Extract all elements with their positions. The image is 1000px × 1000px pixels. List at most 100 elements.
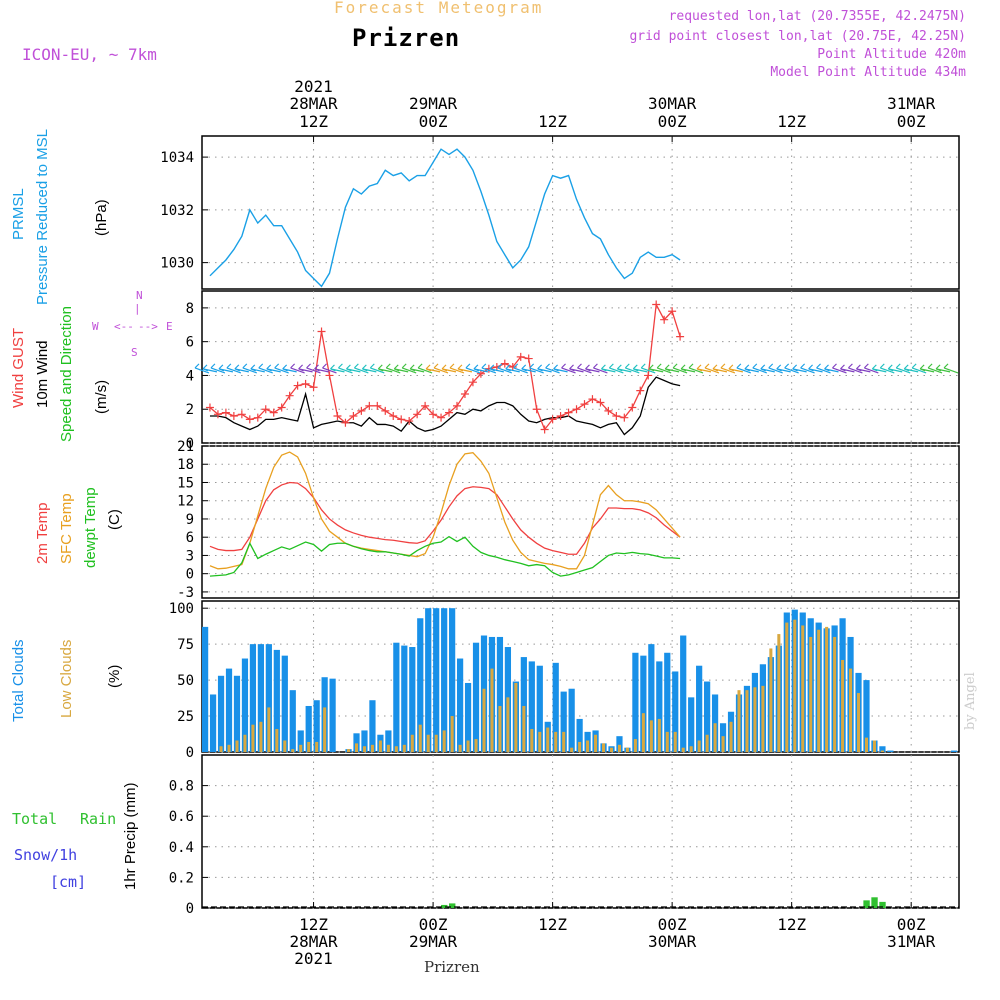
- gust-marker: [341, 418, 350, 427]
- y-tick-label: 2: [186, 402, 194, 418]
- wind-direction-arrow: [935, 364, 951, 373]
- y-tick-label: 15: [177, 475, 194, 491]
- gust-marker: [413, 410, 422, 419]
- model-label: ICON-EU, ~ 7km: [22, 45, 157, 64]
- low-cloud-bar: [880, 750, 884, 752]
- wind-direction-arrow: [911, 363, 927, 374]
- wind-direction-arrow: [449, 363, 465, 374]
- wind-direction-arrow: [338, 363, 353, 374]
- low-cloud-bar: [522, 705, 526, 752]
- gust-marker: [460, 390, 469, 399]
- wind-direction-arrow: [640, 363, 656, 374]
- label-dewpt-temp: dewpt Temp: [82, 487, 99, 568]
- wind-direction-arrow: [600, 364, 616, 373]
- total-cloud-bar: [464, 682, 472, 752]
- gust-marker: [476, 369, 485, 378]
- x-year-label: 2021: [294, 949, 333, 968]
- gust-marker: [333, 411, 342, 420]
- x-date-label: 28MAR: [289, 94, 338, 113]
- gust-marker: [349, 411, 358, 420]
- wind-direction-arrow: [385, 363, 401, 374]
- wind-direction-arrow: [832, 363, 847, 374]
- low-cloud-bar: [729, 721, 733, 752]
- wind-direction-arrow: [250, 364, 265, 373]
- wind-direction-arrow: [441, 364, 457, 373]
- wind-direction-arrow: [322, 363, 337, 374]
- low-cloud-bar: [841, 659, 845, 752]
- x-time-label: 12Z: [299, 112, 328, 131]
- wind-direction-arrow: [377, 364, 393, 373]
- wind-direction-arrow: [656, 363, 672, 374]
- wind-direction-arrow: [863, 363, 879, 374]
- wind-direction-arrow: [895, 363, 911, 374]
- gust-marker: [540, 425, 549, 434]
- wind-direction-arrow: [409, 364, 425, 373]
- wind-direction-arrow: [744, 364, 759, 373]
- low-cloud-bar: [386, 744, 390, 752]
- low-cloud-bar: [625, 747, 629, 752]
- total-cloud-bar: [393, 642, 400, 752]
- wind-direction-arrow: [274, 363, 289, 374]
- label-prmsl: PRMSL: [10, 188, 27, 240]
- wind-direction-arrow: [521, 364, 536, 373]
- x-time-label: 00Z: [658, 112, 687, 131]
- x-year-label: 2021: [294, 77, 333, 96]
- gust-marker: [660, 315, 669, 324]
- wind-direction-arrow: [266, 364, 281, 373]
- low-cloud-bar: [785, 622, 789, 752]
- total-cloud-bar: [472, 642, 480, 752]
- low-cloud-bar: [259, 721, 263, 752]
- low-cloud-bar: [466, 740, 470, 752]
- low-cloud-bar: [530, 728, 534, 752]
- wind-direction-arrow: [760, 364, 775, 373]
- total-cloud-bar: [273, 649, 280, 752]
- low-cloud-bar: [410, 734, 414, 752]
- total-cloud-bar: [265, 644, 272, 752]
- wind-direction-arrow: [648, 364, 664, 373]
- x-time-label: 00Z: [419, 915, 448, 934]
- y-tick-label: 75: [177, 637, 194, 653]
- gust-marker: [468, 378, 477, 387]
- label-low-clouds: Low Clouds: [58, 640, 75, 718]
- low-cloud-bar: [809, 636, 813, 752]
- low-cloud-bar: [761, 685, 765, 752]
- y-tick-label: 12: [177, 494, 194, 510]
- low-cloud-bar: [849, 668, 853, 752]
- gust-marker: [516, 352, 525, 361]
- wind-direction-arrow: [871, 364, 887, 373]
- wind-direction-arrow: [290, 363, 305, 374]
- wind-direction-arrow: [401, 363, 417, 374]
- requested-coords: requested lon,lat (20.7355E, 42.2475N): [668, 9, 966, 24]
- gust-marker: [596, 398, 605, 407]
- low-cloud-bar: [275, 728, 279, 752]
- total-cloud-bar: [863, 680, 870, 752]
- wind-direction-arrow: [585, 364, 600, 373]
- label-wind-gust: Wind GUST: [10, 328, 27, 408]
- low-cloud-bar: [458, 744, 462, 752]
- y-tick-label: 1034: [160, 150, 194, 166]
- x-date-label: 29MAR: [409, 932, 458, 951]
- y-tick-label: 1030: [160, 256, 194, 272]
- rain-bar: [441, 904, 448, 908]
- y-tick-label: 1032: [160, 203, 194, 219]
- low-cloud-bar: [641, 713, 645, 752]
- total-cloud-bar: [536, 665, 543, 752]
- total-cloud-bar: [353, 733, 360, 752]
- low-cloud-bar: [418, 724, 422, 752]
- label-total: Total: [12, 810, 57, 828]
- panel-frame-temperature: [201, 445, 960, 599]
- panel-frame-wind: [201, 290, 960, 444]
- wind-direction-arrow: [553, 364, 568, 373]
- wind-direction-arrow: [704, 363, 720, 374]
- low-cloud-bar: [570, 747, 574, 752]
- wind-direction-arrow: [696, 364, 712, 373]
- low-cloud-bar: [857, 693, 861, 752]
- x-time-label: 00Z: [419, 112, 448, 131]
- low-cloud-bar: [769, 648, 773, 752]
- gust-marker: [373, 401, 382, 410]
- total-cloud-bar: [680, 635, 687, 752]
- wind-direction-arrow: [306, 363, 321, 374]
- total-cloud-bar: [449, 608, 456, 752]
- wind-direction-arrow: [847, 363, 863, 374]
